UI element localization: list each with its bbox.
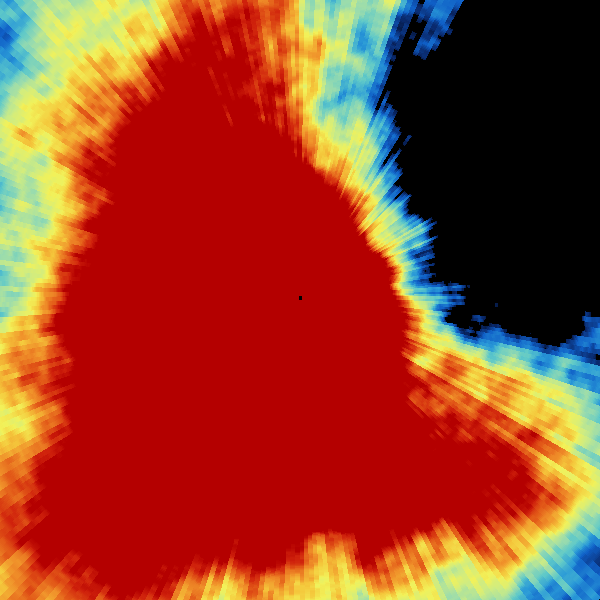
radar-image-viewport (0, 0, 600, 600)
radar-reflectivity-heatmap (0, 0, 600, 600)
